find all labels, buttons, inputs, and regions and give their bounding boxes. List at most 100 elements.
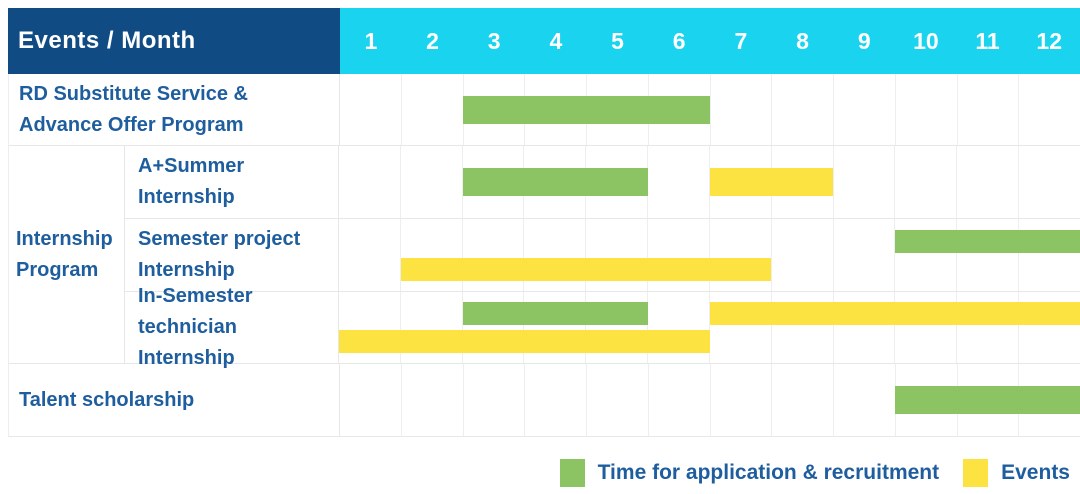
application-recruitment-bar: [894, 229, 1080, 253]
table-title-cell: Events / Month: [8, 8, 340, 74]
bar-band: [339, 330, 1080, 353]
table-row-semester-project: Semester project Internship: [125, 219, 1080, 292]
application-swatch-icon: [559, 459, 585, 487]
timeline-area: [339, 219, 1080, 291]
month-header: 1 2 3 4 5 6 7 8 9 10 11 12: [340, 8, 1080, 74]
month-grid-cell: [463, 219, 525, 291]
month-grid-cell: [340, 364, 402, 436]
row-label-line: Semester project: [138, 228, 301, 250]
bar-band: [340, 95, 1080, 124]
row-label-line: Internship: [138, 186, 235, 208]
month-grid-cell: [834, 292, 896, 363]
timeline-area: [340, 74, 1080, 145]
application-recruitment-bar: [463, 95, 710, 124]
events-swatch-icon: [963, 459, 989, 487]
month-grid-cell: [772, 146, 834, 218]
legend-label: Time for application & recruitment: [597, 461, 940, 484]
month-grid-cell: [648, 292, 710, 363]
month-grid-cell: [896, 74, 958, 145]
month-grid-cell: [711, 74, 773, 145]
month-header-cell: 1: [364, 27, 378, 54]
month-header-cell: 5: [611, 27, 624, 54]
month-grid-cell: [895, 219, 958, 291]
month-grid-cell: [772, 292, 834, 363]
month-grid-cell: [402, 364, 464, 436]
month-grid-cell: [586, 219, 649, 291]
month-header-cell: 8: [796, 27, 809, 54]
internship-program-group: Internship Program A+Summer Internship S…: [9, 146, 1080, 369]
bar-bands: [339, 219, 1080, 291]
month-grid-cell: [834, 219, 896, 291]
timeline-area: [340, 364, 1080, 436]
month-grid-cell: [586, 292, 649, 363]
month-header-cell: 12: [1036, 27, 1063, 54]
month-grid-cell: [464, 364, 526, 436]
bar-bands: [340, 74, 1080, 145]
row-label: Talent scholarship: [9, 364, 340, 436]
month-grid-cell: [524, 219, 587, 291]
table-header-row: Events / Month 1 2 3 4 5 6 7 8 9 10 11 12: [8, 8, 1080, 74]
month-grid: [339, 219, 1080, 291]
application-recruitment-bar: [895, 386, 1080, 414]
table-body: RD Substitute Service & Advance Offer Pr…: [8, 74, 1080, 437]
month-grid-cell: [710, 292, 772, 363]
month-grid-cell: [463, 292, 525, 363]
legend: Time for application & recruitment Event…: [559, 459, 1070, 487]
month-grid-cell: [649, 364, 711, 436]
row-label-line: RD Substitute Service &: [19, 82, 248, 105]
month-grid-cell: [649, 74, 711, 145]
event-bar: [400, 257, 772, 281]
month-grid-cell: [834, 74, 896, 145]
event-bar: [339, 330, 710, 353]
month-header-cell: 10: [913, 27, 939, 54]
row-label-line: In-Semester: [138, 285, 253, 307]
month-grid-cell: [401, 219, 463, 291]
month-grid-cell: [401, 292, 463, 363]
month-header-cell: 6: [672, 27, 686, 54]
month-header-cell: 7: [734, 27, 748, 54]
table-row-a-plus-summer: A+Summer Internship: [125, 146, 1080, 219]
month-header-cell: 3: [487, 27, 501, 54]
row-label: RD Substitute Service & Advance Offer Pr…: [9, 74, 340, 145]
month-grid-cell: [525, 364, 587, 436]
timeline-area: [339, 292, 1080, 363]
month-grid-cell: [402, 74, 464, 145]
bar-band: [339, 168, 1080, 196]
legend-item-events: Events: [963, 459, 1070, 487]
legend-label: Events: [1001, 461, 1070, 484]
gantt-table: Events / Month 1 2 3 4 5 6 7 8 9 10 11 12 RD Substi…: [8, 8, 1080, 437]
month-grid-cell: [711, 364, 773, 436]
month-grid-cell: [524, 292, 587, 363]
row-label-line: A+Summer: [138, 155, 245, 177]
row-label: A+Summer Internship: [125, 146, 339, 218]
month-grid: [339, 292, 1080, 363]
month-grid-cell: [339, 219, 401, 291]
bar-band: [339, 229, 1080, 253]
month-header-cell: 4: [549, 27, 563, 54]
group-label-line: Program: [16, 258, 99, 281]
event-bar: [709, 302, 1080, 325]
legend-item-application: Time for application & recruitment: [559, 459, 940, 487]
month-grid-cell: [772, 219, 834, 291]
month-header-cell: 9: [857, 27, 871, 54]
row-label: Semester project Internship: [125, 219, 339, 291]
month-grid-cell: [339, 292, 401, 363]
month-grid-cell: [834, 146, 896, 218]
table-row-in-semester-technician: In-Semester technician Internship: [125, 285, 1080, 369]
month-grid-cell: [772, 74, 834, 145]
month-grid-cell: [958, 74, 1020, 145]
bar-band: [339, 302, 1080, 325]
application-recruitment-bar: [462, 302, 648, 325]
table-title: Events / Month: [18, 27, 196, 54]
bar-bands: [339, 146, 1080, 218]
bar-band: [339, 257, 1080, 281]
month-grid-cell: [339, 146, 401, 218]
month-grid-cell: [340, 74, 402, 145]
timeline-area: [339, 146, 1080, 218]
row-label-line: Talent scholarship: [19, 388, 195, 411]
bar-bands: [340, 364, 1080, 436]
row-label-line: Internship: [138, 259, 235, 281]
row-label: In-Semester technician Internship: [125, 285, 339, 369]
month-grid-cell: [772, 364, 834, 436]
